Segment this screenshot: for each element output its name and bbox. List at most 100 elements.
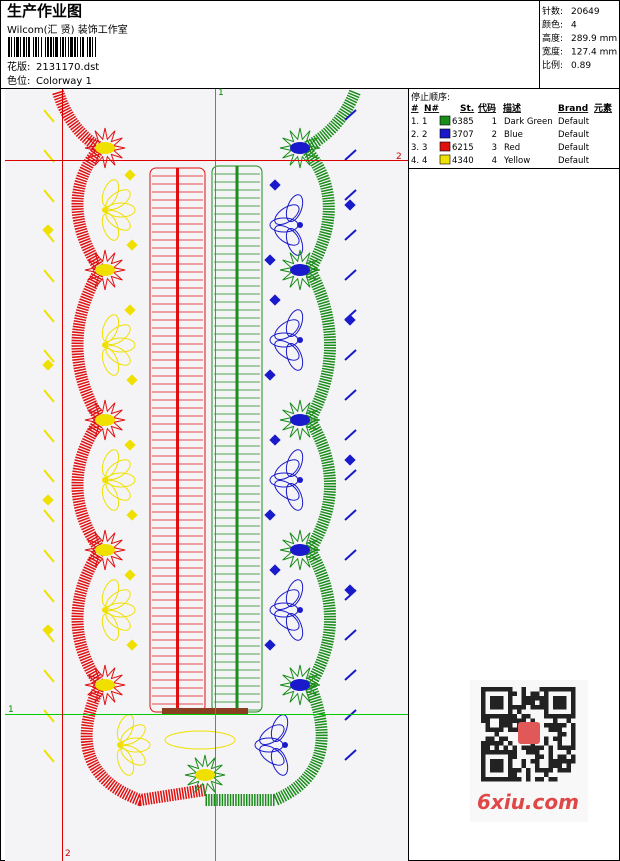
qr-module bbox=[508, 714, 513, 719]
qr-module bbox=[499, 687, 504, 692]
fringe bbox=[43, 589, 55, 603]
qr-module bbox=[494, 687, 499, 692]
barcode-bar bbox=[65, 37, 66, 57]
qr-module bbox=[494, 763, 499, 768]
qr-module bbox=[512, 750, 517, 755]
row-code: 4 bbox=[492, 156, 497, 166]
petal bbox=[285, 483, 304, 511]
fringe bbox=[43, 309, 55, 323]
qr-module bbox=[557, 705, 562, 710]
qr-module bbox=[490, 777, 495, 782]
qr-module bbox=[508, 727, 513, 732]
star bbox=[279, 399, 321, 441]
star-center bbox=[95, 544, 115, 556]
petal bbox=[274, 479, 300, 501]
qr-module bbox=[566, 759, 571, 764]
row-code: 3 bbox=[492, 143, 497, 153]
motif bbox=[269, 179, 281, 191]
qr-module bbox=[553, 705, 558, 710]
qr-module bbox=[485, 741, 490, 746]
qr-module bbox=[485, 723, 490, 728]
fringe bbox=[344, 469, 357, 481]
star bbox=[279, 529, 321, 571]
qr-module bbox=[557, 732, 562, 737]
design-value: 2131170.dst bbox=[36, 62, 99, 73]
qr-module bbox=[508, 700, 513, 705]
fringe bbox=[43, 749, 55, 763]
qr-module bbox=[508, 723, 513, 728]
row-stitches: 3707 bbox=[452, 130, 474, 140]
row-needle: 1 bbox=[422, 117, 427, 127]
fringe bbox=[43, 229, 55, 243]
qr-module bbox=[481, 687, 486, 692]
star bbox=[84, 529, 126, 571]
flower-center bbox=[102, 607, 108, 613]
row-order: 4. bbox=[411, 156, 419, 166]
row-brand: Default bbox=[558, 143, 590, 153]
fringe bbox=[344, 149, 357, 161]
qr-module bbox=[485, 745, 490, 750]
star-center bbox=[290, 414, 310, 426]
qr-module bbox=[571, 700, 576, 705]
qr-module bbox=[521, 700, 526, 705]
petal bbox=[274, 319, 300, 341]
qr-module bbox=[494, 759, 499, 764]
motif bbox=[264, 509, 276, 521]
qr-module bbox=[530, 705, 535, 710]
qr-module bbox=[571, 714, 576, 719]
column-header: 元素 bbox=[594, 102, 612, 114]
qr-module bbox=[499, 736, 504, 741]
barcode-bar bbox=[53, 37, 54, 57]
qr-module bbox=[566, 745, 571, 750]
petal bbox=[164, 730, 236, 750]
stop-table: # N# St. 代码 描述 Brand 元素1. 1 6385 1 Dark Green Defau… bbox=[411, 102, 612, 166]
qr-module bbox=[490, 741, 495, 746]
fringe bbox=[344, 229, 357, 241]
qr-module bbox=[548, 763, 553, 768]
qr-module bbox=[508, 687, 513, 692]
qr-module bbox=[535, 777, 540, 782]
qr-module bbox=[508, 750, 513, 755]
barcode-bar bbox=[45, 37, 46, 57]
motif bbox=[269, 294, 281, 306]
qr-module bbox=[517, 718, 522, 723]
qr-module bbox=[503, 736, 508, 741]
qr-module bbox=[494, 745, 499, 750]
qr-module bbox=[490, 705, 495, 710]
qr-module bbox=[481, 777, 486, 782]
qr-module bbox=[553, 736, 558, 741]
qr-module bbox=[530, 691, 535, 696]
barcode-bar bbox=[38, 37, 39, 57]
motif bbox=[269, 564, 281, 576]
qr-module bbox=[494, 732, 499, 737]
row-needle: 3 bbox=[422, 143, 427, 153]
qr-module bbox=[503, 718, 508, 723]
qr-module bbox=[481, 745, 486, 750]
qr-module bbox=[571, 759, 576, 764]
qr-module bbox=[517, 777, 522, 782]
qr-module bbox=[535, 696, 540, 701]
qr-module bbox=[499, 718, 504, 723]
qr-module bbox=[535, 745, 540, 750]
qr-module bbox=[490, 750, 495, 755]
qr-module bbox=[490, 700, 495, 705]
qr-module bbox=[571, 687, 576, 692]
qr-module bbox=[562, 732, 567, 737]
qr-module bbox=[571, 745, 576, 750]
color-swatch bbox=[439, 128, 451, 139]
qr-module bbox=[490, 714, 495, 719]
motif bbox=[42, 494, 54, 506]
qr-module bbox=[539, 705, 544, 710]
petal bbox=[274, 204, 300, 226]
qr-module bbox=[557, 763, 562, 768]
qr-module bbox=[508, 691, 513, 696]
qr-module bbox=[562, 714, 567, 719]
star bbox=[279, 664, 321, 706]
stat-label: 宽度: bbox=[542, 46, 563, 58]
qr-module bbox=[562, 723, 567, 728]
fringe bbox=[43, 469, 55, 483]
row-code: 2 bbox=[492, 130, 497, 140]
barcode-bar bbox=[89, 37, 91, 57]
stats: 针数: 20649 颜色: 4 高度: 289.9 mm 宽度: 127.4 mm 比例: 0.8… bbox=[542, 5, 617, 71]
